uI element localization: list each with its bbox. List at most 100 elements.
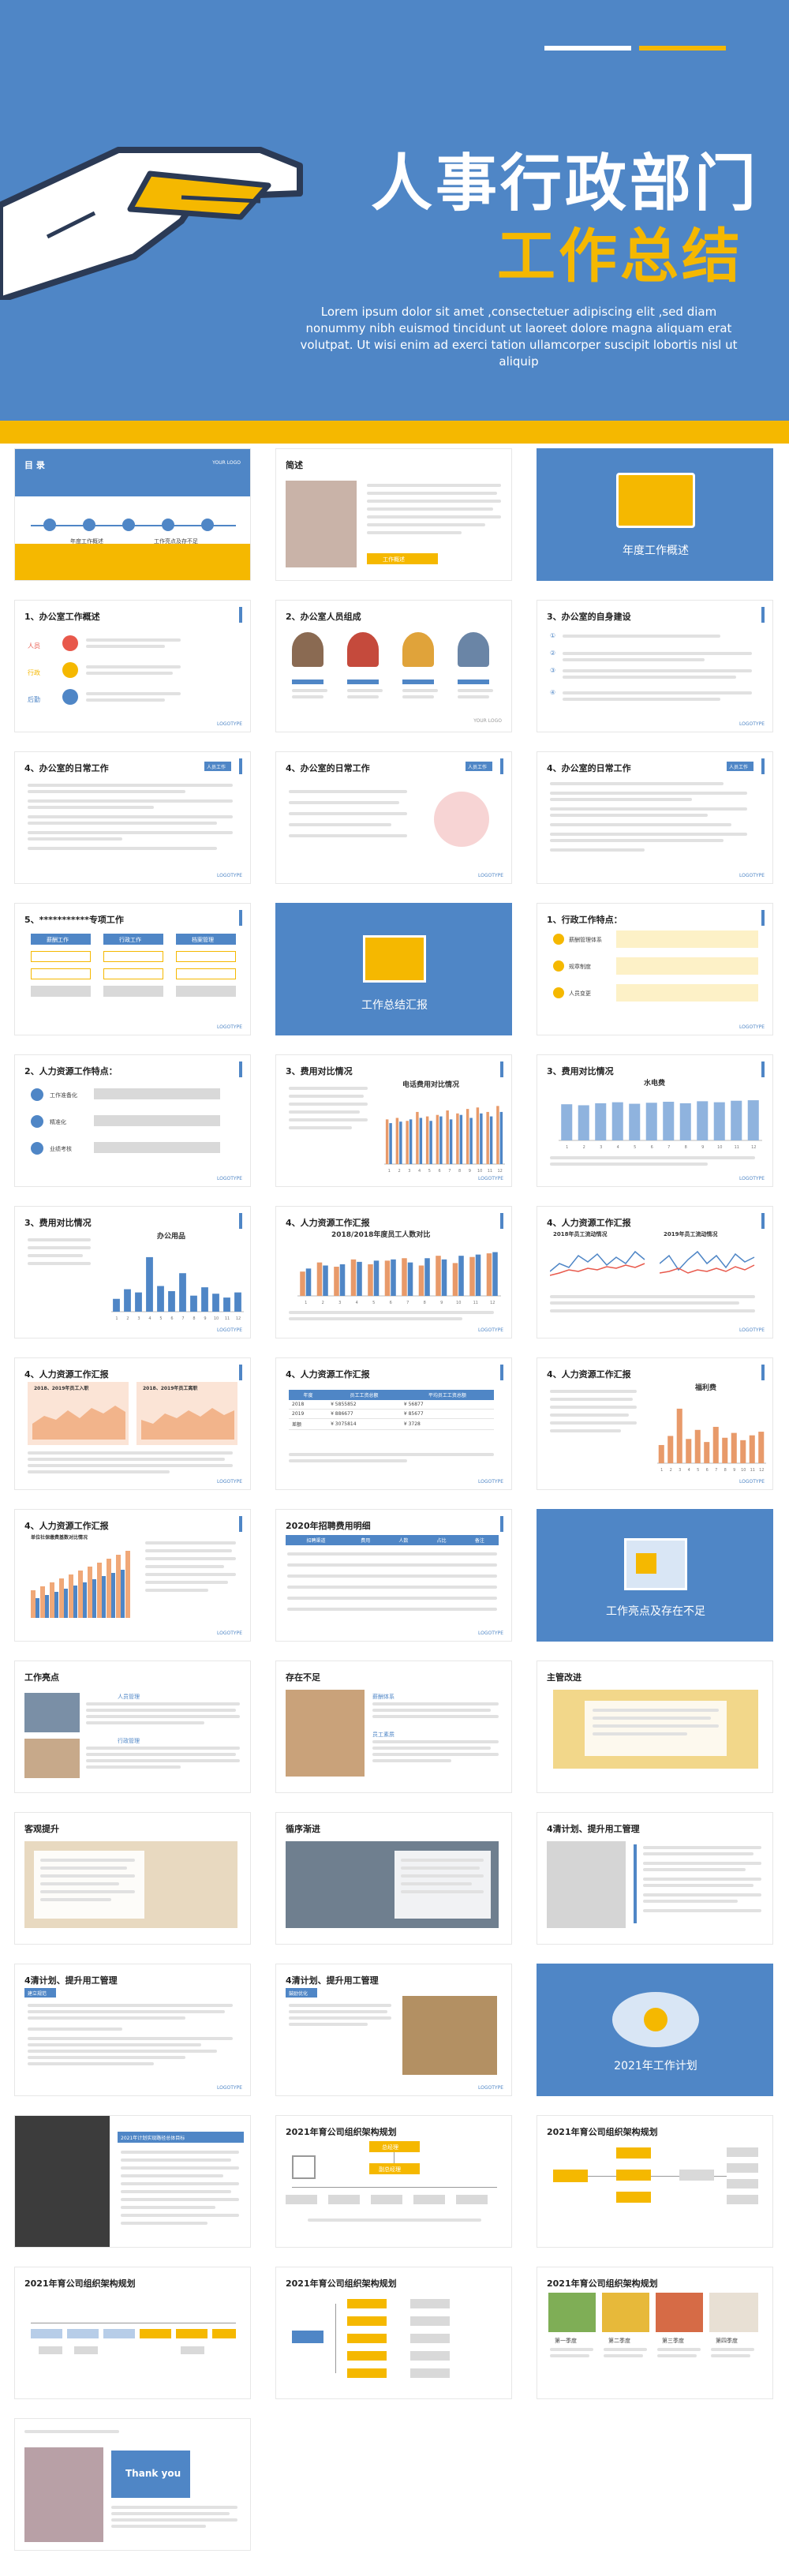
shortfall-slide: 存在不足 薪酬体系 员工素质 xyxy=(275,1661,512,1793)
chart-bar xyxy=(449,1119,453,1164)
toc-item-1[interactable]: 简述 xyxy=(37,505,48,511)
hr-report-slide-6: 4、人力资源工作汇报 单位社保缴费基数对比情况 LOGOTYPE xyxy=(14,1509,251,1642)
toc-title: 目 录 xyxy=(24,460,45,470)
quarters-slide: 2021年育公司组织架构规划 第一季度 第二季度 第三季度 第四季度 xyxy=(537,2267,773,2399)
tick-label: 8 xyxy=(458,1169,461,1174)
chart-bar xyxy=(469,1256,475,1296)
org1-mid: 副总经理 xyxy=(379,2166,401,2173)
chart-bar xyxy=(458,1256,464,1296)
staff-title: 2、办公室人员组成 xyxy=(286,612,361,622)
hand-card-illustration xyxy=(0,147,303,300)
tick-label: 1 xyxy=(660,1468,663,1473)
tick-label: 5 xyxy=(372,1301,375,1305)
special-title: 5、***********专项工作 xyxy=(24,915,124,925)
utility-cost-chart: 1 2 3 4 5 6 7 8 9 10 11 12 xyxy=(559,1100,762,1150)
cover-subtitle: Lorem ipsum dolor sit amet ,consectetuer… xyxy=(300,305,738,369)
toc-item-2[interactable]: 工作亮点汇报 xyxy=(118,505,151,511)
org-slide-3: 2021年育公司组织架构规划 xyxy=(14,2267,251,2399)
table-cell: 2019 xyxy=(289,1409,328,1419)
chart-bar xyxy=(679,1103,691,1140)
chart-bar xyxy=(409,1119,413,1164)
intro-button[interactable]: 工作概述 xyxy=(383,556,405,563)
hr-report-slide-2: 4、人力资源工作汇报 2018年员工流动情况 2019年员工流动情况 LOGOT… xyxy=(537,1206,773,1339)
chart-bar xyxy=(179,1273,186,1312)
cost2-chart-title: 水电费 xyxy=(644,1080,666,1088)
toc-item-5[interactable]: 工作亮点及存不足 xyxy=(154,538,198,545)
tick-label: 9 xyxy=(440,1301,443,1305)
chart-bar xyxy=(212,1294,219,1312)
org1-title: 2021年育公司组织架构规划 xyxy=(286,2127,397,2137)
chart-bar xyxy=(486,1253,492,1296)
tick-label: 11 xyxy=(735,1145,739,1150)
cover-deco-line-yellow xyxy=(639,46,726,51)
tick-label: 7 xyxy=(715,1468,717,1473)
daily3-title: 4、办公室的日常工作 xyxy=(547,763,631,773)
toc-item-3[interactable]: 2021年工作计划 xyxy=(193,505,234,511)
chart-bar xyxy=(686,1439,692,1463)
section-issues-slide: 工作亮点及存在不足 xyxy=(537,1509,773,1642)
toc-item-4[interactable]: 年度工作概述 xyxy=(70,538,103,545)
chart-bar xyxy=(747,1100,759,1140)
cost1-chart-title: 电话费用对比情况 xyxy=(402,1081,460,1089)
welfare-chart: 1 2 3 4 5 6 7 8 9 10 11 12 xyxy=(657,1408,766,1473)
chart-bar xyxy=(357,1261,362,1296)
table-cell: ¥ 3728 xyxy=(400,1418,494,1430)
org1-root: 总经理 xyxy=(382,2144,398,2151)
office-overview-title: 1、办公室工作概述 xyxy=(24,612,100,622)
section-issues-label: 工作亮点及存在不足 xyxy=(606,1605,705,1618)
recruit-title: 2020年招聘费用明细 xyxy=(286,1521,371,1531)
tick-label: 11 xyxy=(473,1301,478,1305)
turnover-line-chart-a xyxy=(550,1250,645,1276)
hr2-title: 4、人力资源工作汇报 xyxy=(547,1218,631,1228)
shortfall-title: 存在不足 xyxy=(286,1672,320,1683)
hr-features-slide: 2、人力资源工作特点： 工作准备化 精准化 业绩考核 LOGOTYPE xyxy=(14,1054,251,1187)
chart-bar xyxy=(395,1118,399,1164)
plan-slide-1: 4清计划、提升用工管理 xyxy=(537,1812,773,1945)
self-build-slide: 3、办公室的自身建设 ① ② ③ ④ LOGOTYPE xyxy=(537,600,773,732)
plan-slide-2: 4清计划、提升用工管理 建立规范 LOGOTYPE xyxy=(14,1964,251,2096)
tick-label: 11 xyxy=(225,1316,230,1321)
toc-slide: 目 录 YOUR LOGO 简述 工作亮点汇报 2021年工作计划 年度工作概述… xyxy=(14,448,251,581)
chart-bar xyxy=(385,1119,389,1164)
avatar xyxy=(458,632,489,667)
chart-bar xyxy=(480,1113,483,1164)
thanks-slide: Thank you xyxy=(14,2418,251,2551)
chart-bar xyxy=(441,1259,447,1296)
cover-title-line2: 工作总结 xyxy=(497,223,743,290)
table-header: 占比 xyxy=(422,1535,461,1545)
tick-label: 4 xyxy=(148,1316,151,1321)
cover-yellow-band xyxy=(0,421,789,444)
point-4: ④ xyxy=(550,689,556,696)
businessman-photo xyxy=(15,2116,110,2247)
chart-bar xyxy=(663,1102,675,1140)
chart-bar xyxy=(334,1267,339,1296)
chart-bar xyxy=(561,1104,573,1140)
photo xyxy=(547,1841,626,1928)
org-slide-1: 2021年育公司组织架构规划 总经理 副总经理 xyxy=(275,2115,512,2248)
tick-label: 9 xyxy=(469,1169,471,1174)
graduation-cap-icon xyxy=(292,2155,316,2179)
chart-bar xyxy=(339,1264,346,1296)
highlights-sub1: 人员管理 xyxy=(118,1694,140,1700)
hr5-chart-title: 福利费 xyxy=(695,1384,717,1392)
chart-bar xyxy=(389,1123,392,1164)
tick-label: 1 xyxy=(566,1145,568,1150)
avatar xyxy=(347,632,379,667)
chart-bar xyxy=(694,1429,701,1463)
recruit-cost-slide: 2020年招聘费用明细 招聘渠道 费用 人数 占比 备注 LOGOTYPE xyxy=(275,1509,512,1642)
hr5-title: 4、人力资源工作汇报 xyxy=(547,1369,631,1380)
hr-feature-3: 业绩考核 xyxy=(50,1146,72,1152)
special-col-2: 行政工作 xyxy=(119,937,141,943)
chart-bar xyxy=(611,1102,623,1140)
plan3-badge: 鼓励优化 xyxy=(289,1991,308,1997)
heart-hand-icon xyxy=(434,792,489,847)
table-header: 人数 xyxy=(384,1535,423,1545)
table-cell: 2018 xyxy=(289,1400,328,1410)
chart-bar xyxy=(436,1256,441,1296)
table-header: 备注 xyxy=(460,1535,499,1545)
tick-label: 3 xyxy=(679,1468,681,1473)
hr-report-slide-3: 4、人力资源工作汇报 2018、2019年员工入职 2018、2019年员工离职… xyxy=(14,1357,251,1490)
quarter-2: 第二季度 xyxy=(608,2338,630,2344)
staff-logo: YOUR LOGO xyxy=(473,718,502,724)
highlights-slide: 工作亮点 人员管理 行政管理 xyxy=(14,1661,251,1793)
